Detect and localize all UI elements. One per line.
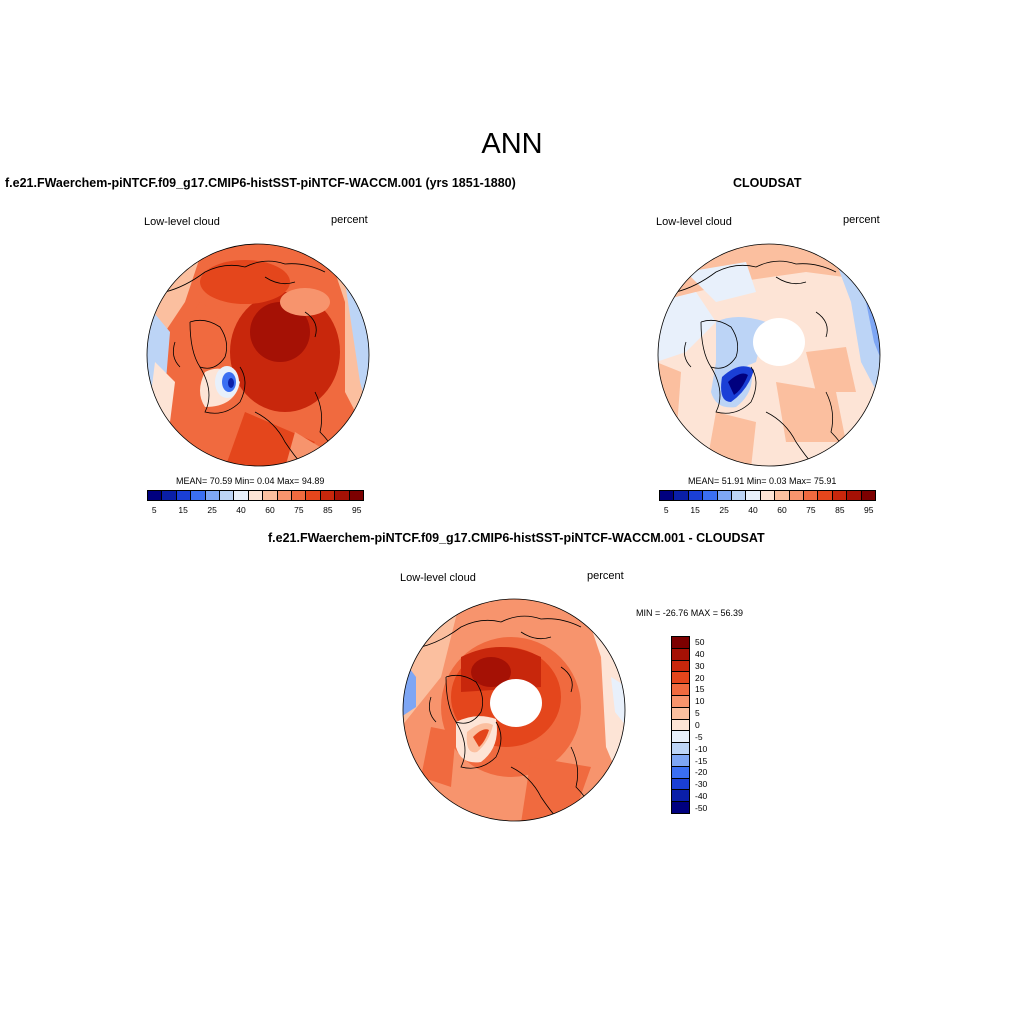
- figure-title: ANN: [481, 128, 543, 160]
- obs-colorbar: [659, 490, 876, 501]
- model-colorbar-cell: [335, 491, 350, 500]
- diff-colorbar-tick-label: 5: [695, 708, 700, 719]
- model-colorbar-cell: [306, 491, 321, 500]
- model-colorbar-cell: [205, 491, 221, 500]
- model-colorbar-tick-label: 25: [207, 505, 217, 515]
- diff-colorbar-tick-label: 30: [695, 660, 705, 671]
- obs-polar-map: [657, 243, 881, 467]
- panel-model-stats: MEAN= 70.59 Min= 0.04 Max= 94.89: [176, 476, 325, 486]
- obs-colorbar-cell: [732, 491, 747, 500]
- obs-colorbar-tick-label: 85: [835, 505, 845, 515]
- diff-colorbar: [671, 636, 690, 814]
- obs-colorbar-cell: [775, 491, 790, 500]
- obs-colorbar-cell: [760, 491, 776, 500]
- obs-colorbar-cell: [818, 491, 833, 500]
- obs-colorbar-tick-label: 40: [748, 505, 758, 515]
- diff-colorbar-cell: [672, 743, 689, 755]
- model-colorbar: [147, 490, 364, 501]
- diff-colorbar-tick-label: 20: [695, 672, 705, 683]
- diff-colorbar-cell: [672, 766, 689, 779]
- model-colorbar-tick-label: 15: [178, 505, 188, 515]
- obs-colorbar-tick-label: 95: [864, 505, 874, 515]
- panel-model-units: percent: [331, 214, 368, 226]
- diff-colorbar-tick-label: -30: [695, 779, 708, 790]
- obs-colorbar-cell: [688, 491, 704, 500]
- diff-colorbar-cell: [672, 778, 689, 791]
- obs-colorbar-cell: [861, 491, 876, 500]
- panel-model-title: f.e21.FWaerchem-piNTCF.f09_g17.CMIP6-his…: [5, 176, 516, 190]
- model-colorbar-tick-label: 85: [323, 505, 333, 515]
- obs-colorbar-cell: [660, 491, 675, 500]
- model-colorbar-cell: [263, 491, 278, 500]
- model-colorbar-cell: [277, 491, 293, 500]
- model-colorbar-cell: [248, 491, 264, 500]
- obs-colorbar-cell: [789, 491, 805, 500]
- panel-diff-units: percent: [587, 570, 624, 582]
- diff-colorbar-cell: [672, 672, 689, 685]
- diff-colorbar-cell: [672, 707, 689, 720]
- diff-colorbar-tick-label: -10: [695, 743, 708, 754]
- obs-colorbar-cell: [746, 491, 761, 500]
- diff-colorbar-tick-label: -15: [695, 755, 708, 766]
- model-colorbar-cell: [191, 491, 206, 500]
- diff-colorbar-cell: [672, 684, 689, 696]
- diff-colorbar-tick-label: 50: [695, 636, 705, 647]
- diff-colorbar-cell: [672, 637, 689, 649]
- obs-colorbar-cell: [703, 491, 718, 500]
- obs-colorbar-tick-label: 60: [777, 505, 787, 515]
- obs-colorbar-cell: [832, 491, 848, 500]
- diff-colorbar-cell: [672, 802, 689, 813]
- diff-colorbar-cell: [672, 719, 689, 732]
- model-colorbar-tick-label: 95: [352, 505, 362, 515]
- diff-colorbar-cell: [672, 754, 689, 767]
- model-colorbar-cell: [234, 491, 249, 500]
- model-colorbar-tick-label: 40: [236, 505, 246, 515]
- diff-colorbar-cell: [672, 790, 689, 803]
- obs-colorbar-tick-label: 25: [719, 505, 729, 515]
- obs-colorbar-cell: [717, 491, 733, 500]
- panel-obs-title: CLOUDSAT: [733, 176, 802, 190]
- diff-colorbar-cell: [672, 731, 689, 744]
- obs-colorbar-cell: [847, 491, 862, 500]
- model-colorbar-cell: [176, 491, 192, 500]
- diff-colorbar-tick-label: -5: [695, 731, 703, 742]
- panel-model-variable: Low-level cloud: [144, 216, 220, 228]
- diff-colorbar-tick-label: 15: [695, 684, 705, 695]
- panel-obs-stats: MEAN= 51.91 Min= 0.03 Max= 75.91: [688, 476, 837, 486]
- model-colorbar-cell: [220, 491, 235, 500]
- diff-colorbar-cell: [672, 660, 689, 673]
- model-colorbar-cell: [148, 491, 163, 500]
- obs-colorbar-labels: 5 15 25 40 60 75 85 95: [659, 505, 876, 517]
- diff-colorbar-tick-label: -20: [695, 767, 708, 778]
- model-polar-map: [146, 243, 370, 467]
- diff-colorbar-tick-label: 40: [695, 648, 705, 659]
- diff-colorbar-labels: 50 40 30 20 15 10 5 0 -5 -10 -15 -20 -30 -40 -50: [695, 636, 725, 814]
- panel-diff-title: f.e21.FWaerchem-piNTCF.f09_g17.CMIP6-his…: [268, 531, 765, 545]
- model-colorbar-cell: [292, 491, 307, 500]
- diff-colorbar-tick-label: -50: [695, 803, 708, 814]
- model-colorbar-tick-label: 75: [294, 505, 304, 515]
- diff-polar-map: [402, 598, 626, 822]
- model-colorbar-labels: 5 15 25 40 60 75 85 95: [147, 505, 364, 517]
- model-colorbar-cell: [320, 491, 336, 500]
- model-colorbar-cell: [349, 491, 364, 500]
- diff-colorbar-tick-label: 0: [695, 720, 700, 730]
- panel-obs-units: percent: [843, 214, 880, 226]
- model-colorbar-tick-label: 60: [265, 505, 275, 515]
- diff-colorbar-cell: [672, 648, 689, 661]
- diff-colorbar-tick-label: -40: [695, 791, 708, 802]
- diff-colorbar-tick-label: 10: [695, 696, 705, 707]
- panel-diff-stats: MIN = -26.76 MAX = 56.39: [636, 608, 744, 618]
- obs-colorbar-tick-label: 75: [806, 505, 816, 515]
- obs-colorbar-cell: [674, 491, 689, 500]
- panel-obs-variable: Low-level cloud: [656, 216, 732, 228]
- model-colorbar-cell: [162, 491, 177, 500]
- obs-colorbar-tick-label: 5: [663, 505, 669, 515]
- obs-colorbar-tick-label: 15: [690, 505, 700, 515]
- diff-colorbar-cell: [672, 695, 689, 708]
- model-colorbar-tick-label: 5: [151, 505, 157, 515]
- obs-colorbar-cell: [804, 491, 819, 500]
- panel-diff-variable: Low-level cloud: [400, 572, 476, 584]
